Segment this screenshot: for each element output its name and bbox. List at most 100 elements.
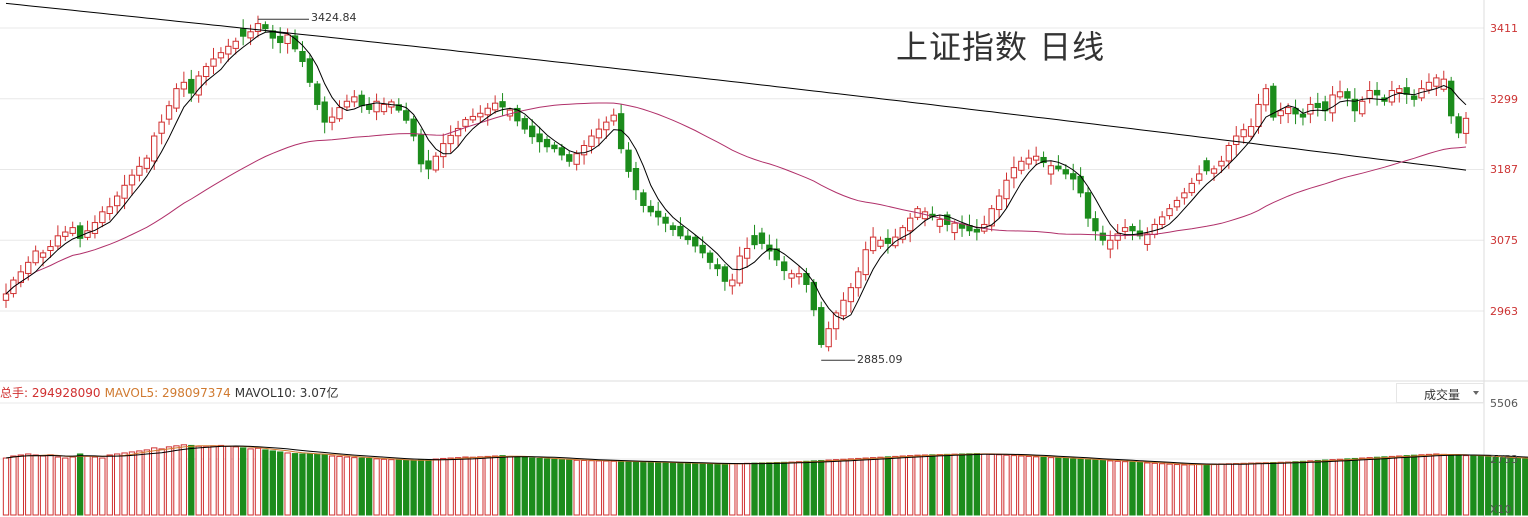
volume-bar-36 <box>269 450 276 516</box>
candle-body-61 <box>454 127 462 137</box>
volume-bar-21 <box>158 448 165 516</box>
volume-bar-15 <box>113 453 121 516</box>
volume-bar-169 <box>1255 462 1262 516</box>
volume-bar-70 <box>521 456 528 516</box>
volume-bar-55 <box>410 460 417 516</box>
volume-bar-77 <box>573 459 580 516</box>
candle-body-5 <box>39 252 47 258</box>
candle-body-23 <box>173 88 180 109</box>
volume-bar-202 <box>1499 457 1507 516</box>
candle-body-102 <box>758 232 766 244</box>
candle-body-27 <box>202 66 210 78</box>
candle-body-24 <box>180 81 188 90</box>
volume-bar-45 <box>336 455 343 516</box>
volume-bar-116 <box>862 457 869 516</box>
volume-bar-147 <box>1092 459 1099 516</box>
volume-bar-13 <box>99 457 106 516</box>
volume-bar-83 <box>617 461 625 516</box>
candle-body-78 <box>580 144 588 156</box>
candle-body-58 <box>432 155 440 171</box>
volume-bar-53 <box>395 459 402 516</box>
volume-bar-146 <box>1084 459 1092 516</box>
volume-bar-52 <box>388 459 395 516</box>
candle-body-40 <box>299 51 306 62</box>
volume-bar-8 <box>62 457 69 516</box>
volume-bar-197 <box>1462 455 1470 516</box>
candle-body-14 <box>106 206 113 214</box>
candle-body-173 <box>1284 107 1292 115</box>
candle-body-20 <box>151 135 158 162</box>
volume-bar-115 <box>855 457 862 516</box>
volume-bar-131 <box>973 453 981 516</box>
candle-body-37 <box>277 35 284 44</box>
candle-body-144 <box>1070 173 1077 180</box>
volume-bar-204 <box>1514 457 1522 516</box>
volume-bar-104 <box>773 462 780 516</box>
candle-body-21 <box>158 121 165 134</box>
volume-bar-79 <box>588 460 595 516</box>
volume-bar-97 <box>721 463 729 516</box>
volume-bar-63 <box>469 456 477 516</box>
volume-bar-184 <box>1366 457 1373 516</box>
volume-bar-107 <box>795 461 803 516</box>
candle-body-47 <box>351 96 358 103</box>
volume-bar-173 <box>1284 461 1292 516</box>
volume-bar-23 <box>173 445 180 516</box>
volume-bar-138 <box>1025 455 1032 516</box>
volume-bar-205 <box>1522 458 1528 516</box>
candle-body-98 <box>729 279 736 287</box>
volume-bar-33 <box>247 448 254 516</box>
volume-bar-34 <box>254 447 262 516</box>
volume-bar-60 <box>447 457 454 516</box>
candle-body-139 <box>1032 155 1040 161</box>
volume-bar-203 <box>1507 457 1514 516</box>
candle-body-83 <box>617 113 625 150</box>
candle-body-79 <box>588 135 595 147</box>
volume-bar-66 <box>491 455 499 516</box>
volume-bar-182 <box>1351 457 1359 516</box>
candle-body-164 <box>1218 160 1225 167</box>
volume-bar-99 <box>736 463 743 516</box>
volume-bar-118 <box>877 456 884 516</box>
volume-bar-30 <box>225 445 232 516</box>
volume-bar-86 <box>640 461 647 516</box>
volume-bar-117 <box>869 457 877 516</box>
volume-legend: 总手: 294928090 MAVOL5: 298097374 MAVOL10: 3… <box>0 384 343 401</box>
candle-body-62 <box>462 119 469 127</box>
volume-tick-1: 2753 <box>1490 453 1518 466</box>
volume-bar-102 <box>758 462 766 516</box>
volume-bar-71 <box>529 457 536 516</box>
volume-bar-200 <box>1485 456 1492 516</box>
candle-body-194 <box>1440 78 1447 90</box>
candle-body-170 <box>1262 88 1270 106</box>
volume-bar-61 <box>454 457 462 516</box>
candle-body-46 <box>343 100 351 108</box>
volume-bar-49 <box>365 457 373 516</box>
indicator-select[interactable]: 成交量 <box>1396 383 1484 403</box>
candle-body-180 <box>1336 91 1344 98</box>
volume-bar-1 <box>10 455 17 516</box>
candle-body-141 <box>1047 165 1055 175</box>
candle-body-105 <box>781 261 788 272</box>
volume-bar-154 <box>1144 462 1151 516</box>
volume-bar-14 <box>106 454 113 516</box>
volume-bar-68 <box>506 455 514 516</box>
candle-body-96 <box>714 264 721 270</box>
volume-bar-4 <box>32 454 39 516</box>
volume-bar-24 <box>180 444 188 516</box>
candle-body-162 <box>1203 160 1210 172</box>
chevron-down-icon <box>1473 391 1479 395</box>
volume-bar-95 <box>706 463 714 516</box>
volume-bar-32 <box>239 447 247 516</box>
volume-bar-108 <box>803 460 810 516</box>
candle-body-97 <box>721 266 729 282</box>
candle-body-188 <box>1396 88 1403 94</box>
candle-body-163 <box>1210 168 1218 174</box>
candle-body-115 <box>855 271 862 289</box>
volume-bar-144 <box>1070 458 1077 516</box>
volume-bar-198 <box>1470 455 1477 516</box>
volume-bar-143 <box>1062 457 1069 516</box>
candle-body-94 <box>699 244 706 254</box>
candle-body-34 <box>254 23 262 32</box>
